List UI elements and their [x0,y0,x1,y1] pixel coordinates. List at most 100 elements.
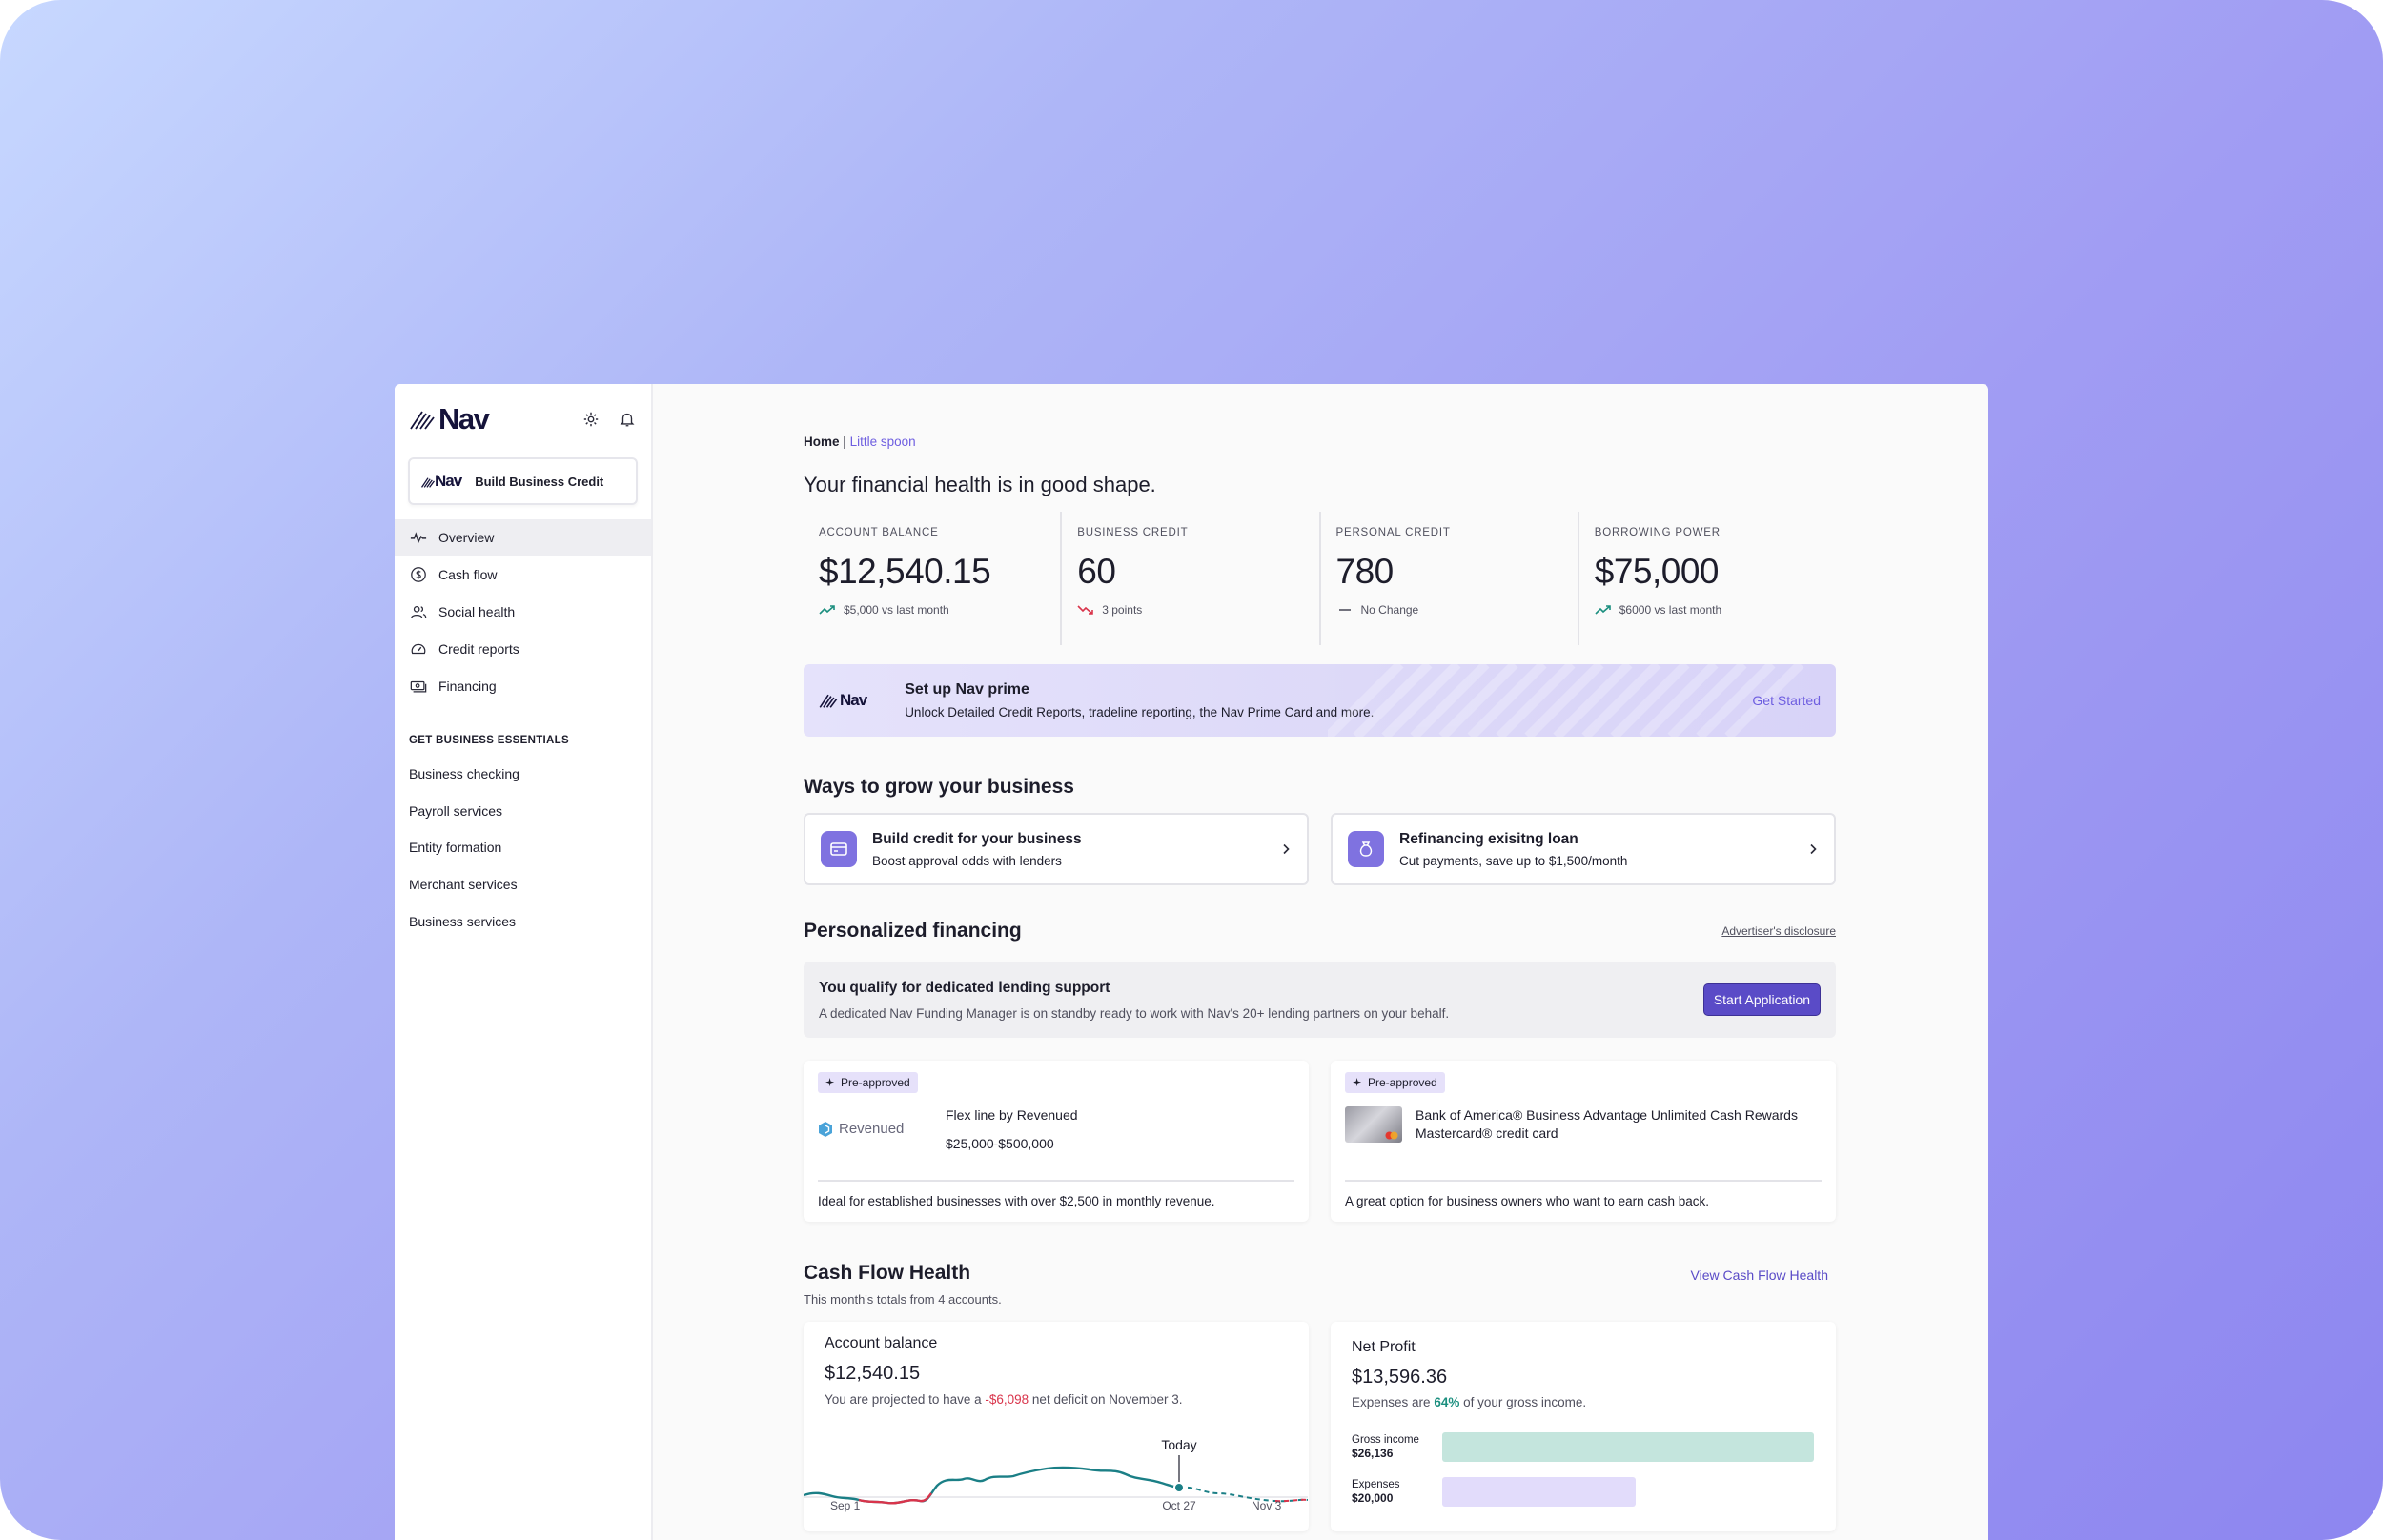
trend-up-icon [1595,605,1611,615]
offer-range: $25,000-$500,000 [946,1136,1054,1151]
qualify-title: You qualify for dedicated lending suppor… [819,979,1110,996]
stat-delta-text: No Change [1360,603,1419,617]
bar-label-value: $20,000 [1352,1491,1394,1505]
bar-label: Gross income $26,136 [1352,1433,1442,1461]
build-business-credit-label: Build Business Credit [475,474,604,489]
offer-name: Bank of America® Business Advantage Unli… [1416,1107,1798,1141]
nav-prime-logo: Nav [819,691,867,710]
offer-card-revenued[interactable]: Pre-approved Revenued Flex line by Reven… [804,1061,1309,1222]
sparkle-icon [825,1077,835,1086]
start-application-button[interactable]: Start Application [1702,983,1821,1016]
stat-delta-text: $6000 vs last month [1619,603,1722,617]
essentials-item-business-services[interactable]: Business services [409,913,517,929]
account-balance-amount: $12,540.15 [825,1363,921,1384]
today-label: Today [1161,1437,1196,1452]
sidebar-item-credit-reports[interactable]: Credit reports [395,631,651,667]
essentials-section-title: GET BUSINESS ESSENTIALS [409,735,569,746]
offer-card-bank-of-america[interactable]: Pre-approved Bank of America® Business A… [1331,1061,1836,1222]
cash-flow-cards: Account balance $12,540.15 You are proje… [804,1322,1836,1531]
credit-card-icon [821,831,857,867]
pulse-icon [410,532,427,544]
expenses-bar [1442,1477,1636,1507]
nav-prime-banner[interactable]: Nav Set up Nav prime Unlock Detailed Cre… [804,664,1836,737]
app-window: Nav Nav [395,384,1988,1540]
stat-delta: $6000 vs last month [1595,603,1821,617]
sidebar-header: Nav [395,384,651,455]
deficit-note: You are projected to have a -$6,098 net … [825,1392,1183,1407]
nav-prime-logo-text: Nav [840,691,867,709]
stat-value: $75,000 [1594,552,1720,591]
essentials-list: Business checking Payroll services Entit… [395,756,651,940]
sidebar-item-financing[interactable]: Financing [395,668,651,704]
breadcrumb-current[interactable]: Little spoon [849,435,916,449]
expenses-note-suffix: of your gross income. [1459,1395,1587,1409]
revenued-logo: Revenued [818,1106,946,1151]
get-started-link[interactable]: Get Started [1752,693,1821,708]
mastercard-icon [1385,1131,1398,1140]
breadcrumb: Home | Little spoon [804,435,1836,449]
stat-delta-text: 3 points [1102,603,1143,617]
lender-name: Revenued [839,1121,905,1137]
stat-label: ACCOUNT BALANCE [819,527,939,538]
sidebar-item-social-health[interactable]: Social health [395,594,651,630]
financing-section-title: Personalized financing [804,920,1022,942]
view-cash-flow-link[interactable]: View Cash Flow Health [1690,1267,1828,1283]
expenses-note-prefix: Expenses are [1352,1395,1435,1409]
bell-icon[interactable] [619,411,636,428]
sidebar-nav: Overview Cash flow Social health Credit … [395,519,651,704]
net-profit-card[interactable]: Net Profit $13,596.36 Expenses are 64% o… [1331,1322,1836,1531]
bar-label: Expenses $20,000 [1352,1478,1442,1506]
sidebar-item-label: Financing [438,679,497,694]
sidebar-item-label: Cash flow [438,567,498,582]
lending-support-banner: You qualify for dedicated lending suppor… [804,962,1836,1038]
gross-income-row: Gross income $26,136 [1352,1432,1814,1462]
build-business-credit-card[interactable]: Nav Build Business Credit [408,457,638,505]
x-tick-label: Sep 1 [830,1499,861,1512]
nav-logo[interactable]: Nav [410,402,490,436]
stat-value: 780 [1335,552,1395,591]
sidebar-item-cash-flow[interactable]: Cash flow [395,557,651,593]
stat-delta: No Change [1336,603,1562,617]
cash-flow-section-title: Cash Flow Health [804,1262,971,1284]
advertiser-disclosure-link[interactable]: Advertiser's disclosure [1721,924,1836,938]
stats-row: ACCOUNT BALANCE $12,540.15 $5,000 vs las… [804,512,1836,645]
breadcrumb-home[interactable]: Home [804,435,840,449]
stat-account-balance: ACCOUNT BALANCE $12,540.15 $5,000 vs las… [804,512,1063,645]
refinance-card[interactable]: Refinancing exisitng loan Cut payments, … [1331,813,1836,885]
stat-label: BORROWING POWER [1594,527,1721,538]
gear-icon[interactable] [582,411,600,428]
essentials-item-entity-formation[interactable]: Entity formation [409,840,502,856]
stat-label: PERSONAL CREDIT [1335,527,1451,538]
projection-line [1178,1486,1308,1503]
dollar-circle-icon [411,567,426,582]
money-bag-icon [1348,831,1384,867]
nav-mini-logo: Nav [421,472,462,491]
essentials-item-business-checking[interactable]: Business checking [409,766,519,782]
essentials-item-merchant-services[interactable]: Merchant services [409,877,518,893]
grow-card-title: Build credit for your business [872,830,1082,847]
no-change-icon [1338,609,1351,611]
account-balance-card[interactable]: Account balance $12,540.15 You are proje… [804,1322,1309,1531]
stat-delta-text: $5,000 vs last month [844,603,949,617]
sidebar-item-label: Overview [438,530,495,545]
deficit-value: -$6,098 [985,1392,1029,1407]
sidebar: Nav Nav [395,384,653,1540]
trend-up-icon [819,605,835,615]
essentials-item-payroll-services[interactable]: Payroll services [409,802,503,819]
page-title: Your financial health is in good shape. [804,473,1156,496]
stat-value: $12,540.15 [819,552,991,591]
stat-borrowing-power: BORROWING POWER $75,000 $6000 vs last mo… [1579,512,1836,645]
nav-logo-mark-icon [421,476,435,488]
offer-note: Ideal for established businesses with ov… [818,1194,1215,1208]
offers-row: Pre-approved Revenued Flex line by Reven… [804,1061,1836,1222]
bar-label-name: Gross income [1352,1434,1419,1446]
build-credit-card[interactable]: Build credit for your business Boost app… [804,813,1309,885]
net-profit-label: Net Profit [1352,1339,1416,1355]
grow-cards: Build credit for your business Boost app… [804,813,1836,885]
nav-logo-mark-icon [410,411,435,430]
deficit-note-suffix: net deficit on November 3. [1029,1392,1183,1407]
expenses-row: Expenses $20,000 [1352,1477,1636,1507]
sidebar-item-overview[interactable]: Overview [395,519,651,556]
divider [818,1180,1294,1182]
breadcrumb-separator: | [843,435,846,449]
